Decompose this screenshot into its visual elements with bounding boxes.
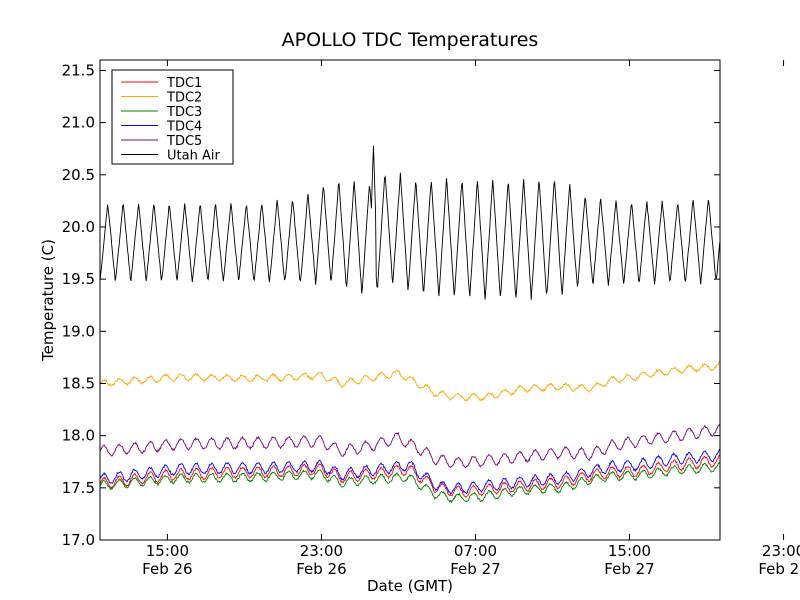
legend-label: TDC4 [166, 120, 202, 135]
series-layer [99, 145, 721, 504]
series-line-tdc5 [99, 423, 721, 469]
series-line-tdc4 [99, 448, 721, 495]
legend-box [111, 69, 234, 165]
y-tick-label: 21.0 [62, 114, 95, 132]
x-tick-date-label: Feb 27 [604, 560, 654, 578]
series-line-tdc1 [99, 454, 721, 498]
y-tick-label: 19.5 [62, 270, 95, 288]
series-line-utah-air [99, 145, 721, 300]
y-tick-label: 21.5 [62, 61, 95, 79]
x-tick-time-label: 15:00 [146, 542, 189, 560]
legend-label: TDC5 [166, 134, 202, 149]
x-tick-time-label: 23:00 [762, 542, 800, 560]
y-tick-label: 19.0 [62, 322, 95, 340]
y-tick-label: 18.0 [62, 427, 95, 445]
x-axis-label: Date (GMT) [367, 577, 453, 595]
x-tick-date-label: Feb 26 [296, 560, 346, 578]
chart-title: APOLLO TDC Temperatures [282, 29, 539, 51]
legend-label: TDC3 [166, 105, 202, 120]
y-tick-label: 17.5 [62, 479, 95, 497]
x-tick-time-label: 15:00 [608, 542, 651, 560]
series-line-tdc3 [99, 461, 721, 504]
y-tick-label: 18.5 [62, 374, 95, 392]
legend-label: TDC1 [166, 76, 202, 91]
series-line-tdc2 [99, 361, 721, 402]
plot-area-frame [99, 59, 721, 541]
x-tick-date-label: Feb 26 [142, 560, 192, 578]
x-tick-date-label: Feb 27 [450, 560, 500, 578]
x-tick-time-label: 07:00 [454, 542, 497, 560]
x-tick-time-label: 23:00 [300, 542, 343, 560]
legend-label: Utah Air [167, 149, 220, 164]
legend-label: TDC2 [166, 91, 202, 106]
y-tick-label: 17.0 [62, 531, 95, 549]
y-tick-label: 20.0 [62, 218, 95, 236]
y-tick-label: 20.5 [62, 166, 95, 184]
x-tick-date-label: Feb 27 [758, 560, 800, 578]
y-axis-label: Temperature (C) [39, 239, 57, 362]
ticks-layer: 17.0 17.5 18.0 18.5 19.0 19.5 20.0 20.5 21.0 21.5… [62, 60, 800, 578]
